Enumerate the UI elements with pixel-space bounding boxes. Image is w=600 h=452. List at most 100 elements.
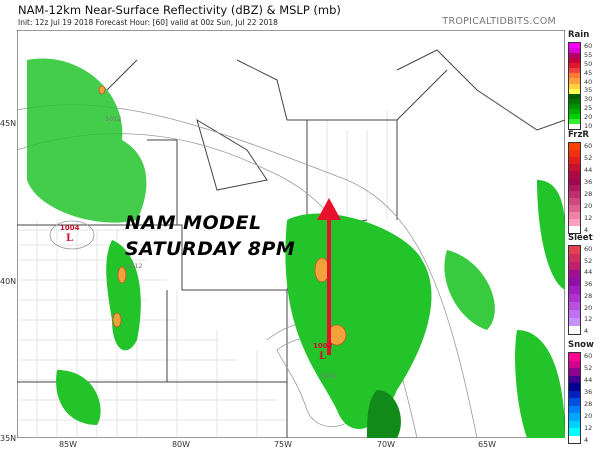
legend-tick-label: 60 (584, 245, 593, 253)
county-grid (17, 110, 388, 438)
color-swatch (569, 156, 580, 164)
legend-tick-label: 28 (584, 190, 593, 198)
lon-label: 80W (171, 440, 191, 449)
legend-tick-label: 36 (584, 280, 593, 289)
color-swatch (569, 113, 580, 119)
legend-tick-label: 12 (584, 315, 593, 324)
color-swatch (569, 48, 580, 54)
color-swatch (569, 212, 580, 220)
legend-tick-label: 12 (584, 214, 593, 222)
legend-title: Sleet (568, 233, 593, 243)
color-swatch (569, 353, 580, 361)
legend-title: Snow (568, 340, 594, 350)
color-swatch (569, 98, 580, 104)
legend-rain: Rain 60 55 50 45 40 35 30 25 20 10 (568, 30, 600, 130)
color-swatch (569, 368, 580, 376)
color-scale (568, 245, 581, 335)
legend-tick-label: 44 (584, 166, 593, 174)
color-swatch (569, 219, 580, 227)
lon-label: 85W (58, 440, 78, 449)
legend-tick-label: 60 (584, 42, 593, 50)
color-swatch (569, 428, 580, 436)
isobar-label: 1012 (126, 262, 143, 270)
legend-tick-label: 12 (584, 424, 593, 432)
legend-tick-label: 52 (584, 154, 593, 162)
isobar-label: 1004 (320, 372, 337, 380)
low-pressure-symbol: L (66, 233, 74, 244)
map-subtitle: Init: 12z Jul 19 2018 Forecast Hour: [60… (18, 18, 278, 27)
state-borders (17, 49, 565, 438)
color-swatch (569, 205, 580, 213)
legend-tick-label: 20 (584, 202, 593, 210)
legend-tick-label: 36 (584, 178, 593, 186)
color-swatch (569, 254, 580, 262)
lon-label: 75W (273, 440, 293, 449)
lon-label: 65W (477, 440, 497, 449)
lon-label: 70W (376, 440, 396, 449)
legend-tick-label: 10 (584, 121, 593, 130)
color-scale (568, 352, 581, 444)
color-swatch (569, 375, 580, 383)
color-swatch (569, 83, 580, 89)
color-swatch (569, 163, 580, 171)
color-swatch (569, 278, 580, 286)
legend-tick-label: 28 (584, 291, 593, 300)
isobar-label: 1012 (105, 115, 122, 123)
color-swatch (569, 246, 580, 254)
legend-title: FrzR (568, 130, 589, 140)
legend-tick-label: 44 (584, 268, 593, 277)
color-swatch (569, 360, 580, 368)
legend-tick-label: 20 (584, 113, 593, 121)
color-swatch (569, 58, 580, 64)
lat-label: 35N (0, 434, 17, 443)
legend-frzr: FrzR 60 52 44 36 28 20 12 4 (568, 130, 600, 234)
annotation-line1: NAM MODEL (125, 212, 262, 234)
color-swatch (569, 420, 580, 428)
legend-tick-label: 60 (584, 142, 593, 150)
low-pressure-symbol: L (319, 351, 327, 362)
color-swatch (569, 78, 580, 84)
legend-tick-label: 4 (584, 436, 589, 444)
legend-tick-label: 28 (584, 400, 593, 408)
legend-tick-label: 4 (584, 226, 589, 234)
color-swatch (569, 398, 580, 406)
color-swatch (569, 184, 580, 192)
color-swatch (569, 118, 580, 124)
color-swatch (569, 63, 580, 69)
legend-snow: Snow 60 52 44 36 28 20 12 4 (568, 340, 600, 444)
legend-tick-label: 52 (584, 364, 593, 372)
color-swatch (569, 294, 580, 302)
color-swatch (569, 383, 580, 391)
legend-tick-label: 20 (584, 412, 593, 420)
color-swatch (569, 262, 580, 270)
legend-tick-label: 52 (584, 256, 593, 265)
low-pressure-value: 1004 (60, 224, 80, 232)
brand-watermark: TROPICALTIDBITS.COM (442, 16, 556, 27)
color-swatch (569, 198, 580, 206)
color-swatch (569, 93, 580, 99)
color-swatch (569, 68, 580, 74)
color-swatch (569, 405, 580, 413)
map-title: NAM-12km Near-Surface Reflectivity (dBZ)… (18, 3, 341, 17)
color-swatch (569, 318, 580, 326)
legend-tick-label: 30 (584, 95, 593, 104)
color-swatch (569, 191, 580, 199)
legend-tick-label: 40 (584, 77, 593, 86)
color-swatch (569, 170, 580, 178)
color-swatch (569, 286, 580, 294)
legend-tick-label: 60 (584, 352, 593, 360)
color-swatch (569, 43, 580, 49)
low-pressure-value: 1002 (313, 342, 333, 350)
legend-tick-label: 35 (584, 86, 593, 95)
color-swatch (569, 326, 580, 334)
color-swatch (569, 302, 580, 310)
color-swatch (569, 270, 580, 278)
legend-tick-label: 45 (584, 68, 593, 77)
color-swatch (569, 143, 580, 150)
lat-label: 40N (0, 277, 17, 286)
color-scale (568, 42, 581, 130)
legend-tick-label: 20 (584, 303, 593, 312)
color-swatch (569, 124, 580, 130)
legend-tick-label: 25 (584, 104, 593, 113)
color-swatch (569, 390, 580, 398)
